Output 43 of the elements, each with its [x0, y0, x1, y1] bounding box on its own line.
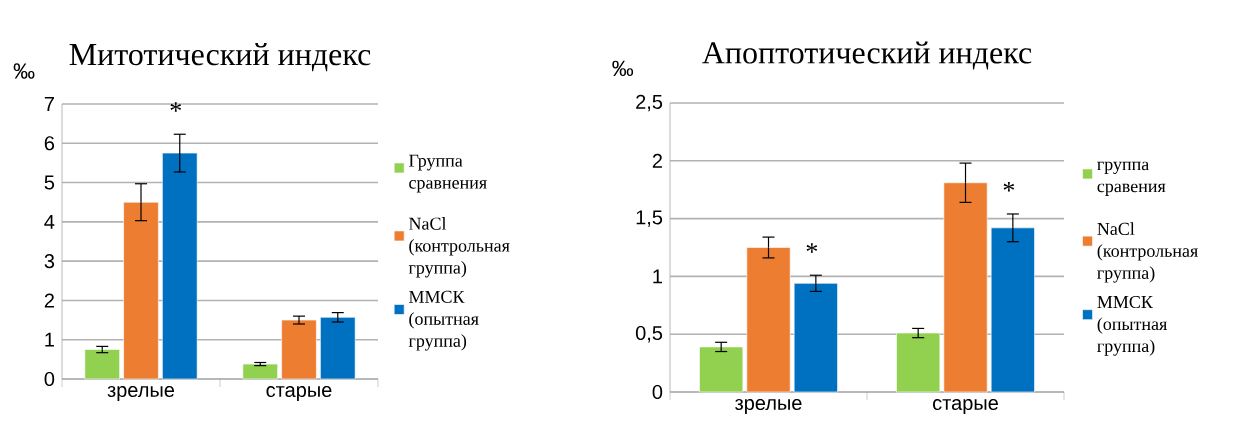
y-tick-label: 3 — [44, 254, 55, 269]
y-tick-label: 5 — [44, 175, 55, 190]
bar — [699, 346, 744, 393]
chart-title: Апоптотический индекс — [702, 41, 1032, 70]
y-axis-title: ‰ — [612, 60, 634, 77]
annotation: * — [170, 102, 182, 112]
annotation: * — [806, 243, 818, 253]
bar — [320, 317, 356, 380]
legend-label: NaCl (контрольная группа) — [1097, 222, 1198, 283]
bar — [281, 319, 317, 380]
y-tick-label: 1 — [45, 332, 54, 347]
bar — [746, 247, 791, 393]
y-tick-label: 0 — [652, 384, 663, 400]
y-tick-label: 7 — [44, 97, 54, 111]
x-tick-label: зрелые — [107, 386, 175, 401]
bar — [162, 152, 198, 380]
x-tick-label: зрелые — [735, 399, 802, 414]
y-tick-label: 2 — [44, 293, 54, 308]
y-axis-title: ‰ — [13, 63, 35, 79]
bar — [943, 182, 988, 393]
y-tick-label: 2 — [652, 153, 662, 168]
legend-label: ММСК (опытная группа) — [1097, 295, 1168, 356]
annotation: * — [1003, 181, 1015, 192]
bar — [793, 283, 838, 393]
y-tick-label: 1 — [653, 269, 662, 284]
legend-label: группа сравения — [1097, 161, 1166, 196]
chart-title: Митотический индекс — [69, 43, 371, 72]
legend-label: NaCl (контрольная группа) — [408, 217, 510, 278]
bar — [242, 363, 278, 380]
x-tick-label: старые — [266, 386, 332, 401]
y-tick-label: 2,5 — [636, 94, 663, 112]
y-tick-label: 0 — [44, 371, 55, 387]
y-tick-label: 4 — [44, 214, 55, 229]
bar — [84, 349, 120, 380]
y-tick-label: 6 — [44, 136, 55, 151]
bar — [990, 227, 1035, 393]
y-tick-label: 1,5 — [636, 210, 663, 227]
bar — [123, 201, 159, 380]
y-tick-label: 0,5 — [635, 325, 663, 343]
legend-label: ММСК (опытная группа) — [408, 290, 479, 351]
legend-label: Группа сравнения — [409, 154, 487, 193]
x-tick-label: старые — [933, 399, 998, 414]
bar — [896, 332, 941, 393]
